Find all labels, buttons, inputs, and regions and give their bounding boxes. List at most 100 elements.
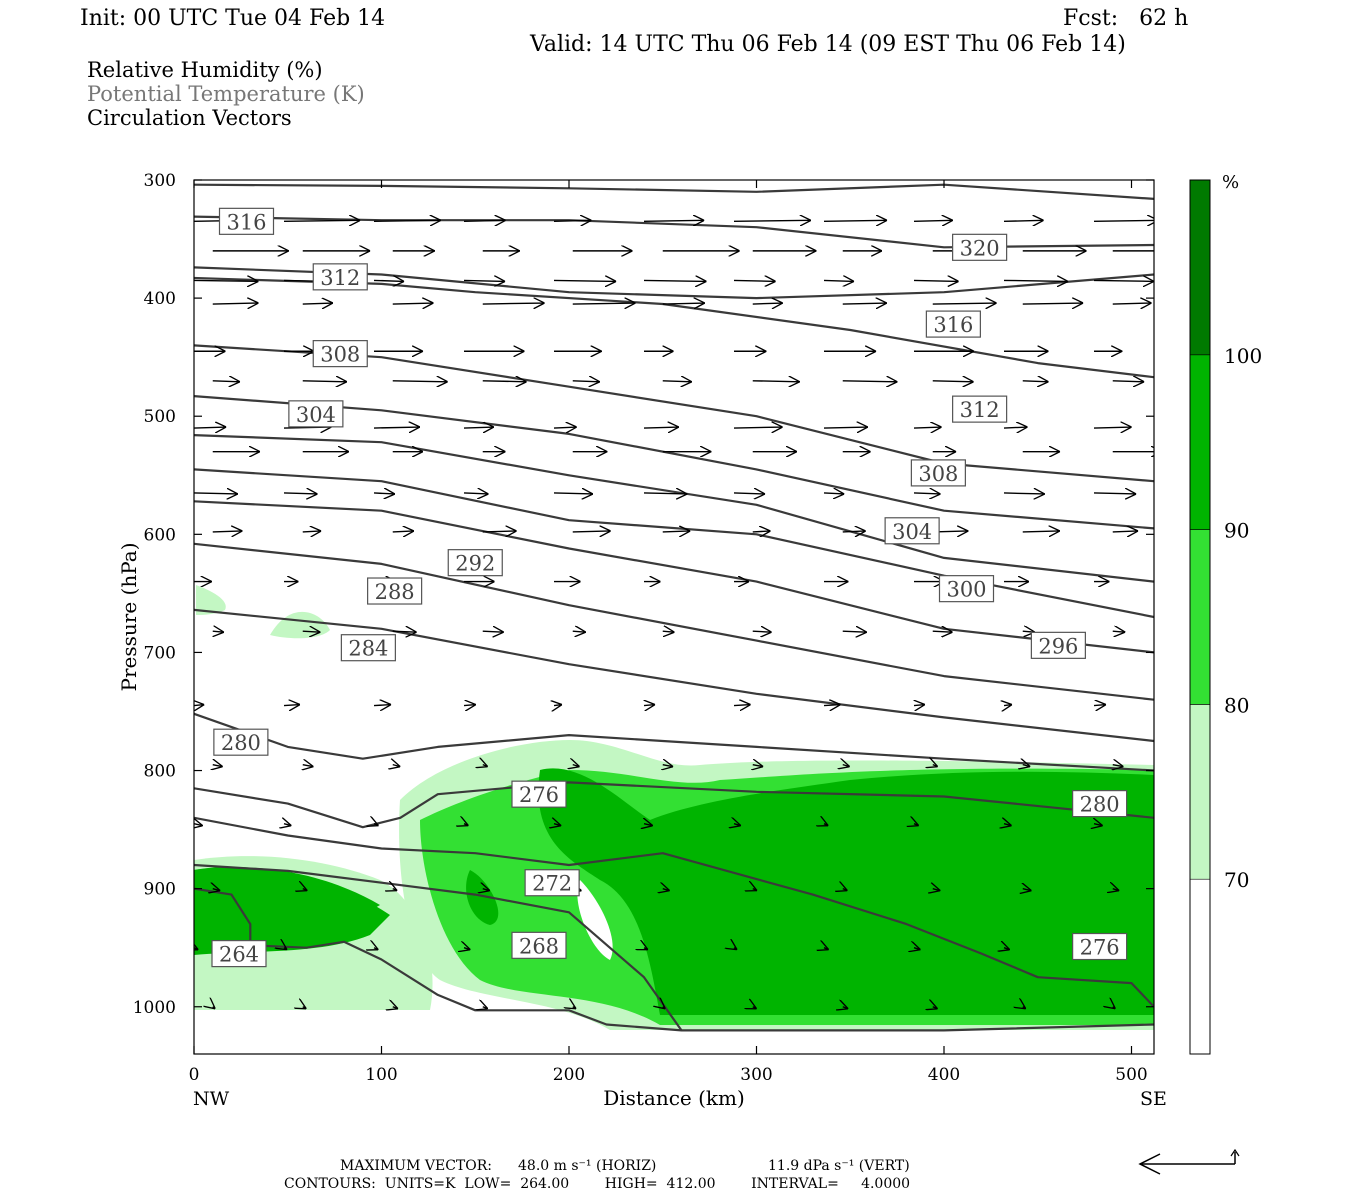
circulation-vector — [1093, 280, 1154, 281]
x-tick-label: 400 — [928, 1065, 960, 1085]
contour-labels: 316 312 308 304 292 288 284 280 276 272 268 264 320 3… — [211, 207, 1128, 968]
contour-label-text: 304 — [296, 403, 336, 427]
circulation-vector — [663, 1007, 666, 1009]
circulation-vector — [1112, 631, 1125, 632]
x-tick-label: 100 — [365, 1065, 397, 1085]
contour-label: 304 — [884, 517, 940, 545]
y-tick-label: 600 — [144, 525, 176, 545]
contour-label: 308 — [910, 459, 966, 487]
circulation-vector — [643, 493, 687, 494]
contour-label-text: 276 — [1080, 936, 1120, 960]
x-tick-label: 0 — [189, 1065, 200, 1085]
circulation-vector — [1003, 220, 1044, 221]
circulation-vector — [842, 531, 866, 532]
circulation-vector — [463, 705, 476, 706]
circulation-vector — [553, 280, 616, 281]
contour-label-text: 284 — [348, 637, 388, 661]
circulation-vector — [843, 765, 850, 767]
circulation-vector — [842, 303, 887, 304]
isentrope-line — [194, 183, 1154, 200]
colorbar-unit: % — [1222, 172, 1239, 193]
contour-label-text: 288 — [375, 580, 415, 604]
circulation-vector — [572, 381, 600, 382]
isentrope-line — [194, 500, 1154, 654]
circulation-vector — [1022, 531, 1060, 532]
circulation-vector — [753, 889, 757, 891]
relative-humidity-shading — [194, 585, 1154, 1030]
contour-label: 264 — [211, 940, 267, 968]
circulation-vector — [1003, 427, 1028, 428]
circulation-vector — [303, 889, 308, 891]
contour-label: 316 — [925, 310, 981, 338]
x-tick-label: 200 — [553, 1065, 585, 1085]
max-vector-vert: 11.9 dPa s⁻¹ (VERT) — [768, 1158, 910, 1174]
circulation-vector — [1094, 824, 1103, 826]
circulation-vector — [662, 303, 705, 304]
circulation-vector — [823, 705, 841, 706]
circulation-vector — [194, 824, 203, 826]
circulation-vector — [213, 889, 220, 891]
circulation-vector — [213, 1007, 216, 1009]
circulation-vector — [464, 824, 468, 826]
circulation-vector — [913, 280, 959, 281]
isentrope-line — [194, 608, 1154, 743]
circulation-vector — [373, 493, 395, 494]
circulation-vector — [733, 493, 765, 494]
circulation-vector — [1004, 824, 1012, 826]
isentrope-line — [194, 542, 1154, 701]
circulation-vector — [482, 303, 545, 304]
y-tick-label: 500 — [144, 407, 176, 427]
circulation-vector — [1093, 220, 1154, 221]
x-right-end-label: SE — [1140, 1088, 1167, 1110]
circulation-vector — [573, 1007, 576, 1009]
contour-label-text: 316 — [226, 210, 266, 234]
circulation-vector — [753, 1007, 757, 1009]
circulation-vector — [572, 303, 636, 304]
isentrope-line — [194, 816, 1154, 1008]
contour-label: 276 — [511, 780, 567, 808]
init-time: Init: 00 UTC Tue 04 Feb 14 — [80, 6, 386, 31]
circulation-vector — [644, 948, 648, 950]
circulation-vector — [914, 948, 921, 950]
circulation-vector — [824, 948, 829, 950]
y-tick-label: 300 — [144, 171, 176, 191]
circulation-vector — [1003, 493, 1045, 494]
circulation-vector — [374, 948, 378, 950]
circulation-vector — [374, 824, 379, 826]
circulation-vector — [302, 303, 333, 304]
circulation-vector — [553, 493, 593, 494]
contour-label-text: 292 — [455, 552, 495, 576]
colorbar-segment — [1189, 354, 1211, 530]
contour-label-text: 296 — [1038, 634, 1078, 658]
contour-label: 312 — [952, 395, 1008, 423]
circulation-vector — [1093, 493, 1136, 494]
colorbar-label: 70 — [1224, 868, 1249, 892]
legend-vectors: Circulation Vectors — [87, 106, 292, 130]
contour-label-text: 300 — [946, 578, 986, 602]
circulation-vector — [733, 427, 783, 428]
circulation-vector — [212, 303, 259, 304]
circulation-vector — [663, 765, 673, 767]
circulation-vector — [644, 824, 653, 826]
isentrope-line — [194, 863, 683, 1032]
circulation-vector — [932, 303, 997, 304]
circulation-vector — [823, 220, 887, 221]
circulation-vector — [194, 280, 258, 281]
circulation-vector — [843, 889, 848, 891]
circulation-vector — [373, 220, 441, 221]
y-axis-label: Pressure (hPa) — [117, 543, 141, 692]
circulation-vector — [1023, 889, 1032, 891]
circulation-vector — [194, 493, 238, 494]
circulation-vector — [303, 765, 314, 767]
circulation-vector — [1004, 705, 1012, 706]
circulation-vector — [393, 765, 401, 767]
circulation-vector — [194, 948, 198, 950]
circulation-vector — [914, 824, 919, 826]
contour-label: 280 — [213, 728, 269, 756]
circulation-vector — [213, 765, 223, 767]
circulation-vector — [212, 381, 240, 382]
valid-time: Valid: 14 UTC Thu 06 Feb 14 (09 EST Thu … — [530, 32, 1126, 57]
circulation-vector — [824, 824, 828, 826]
colorbar: 70 80 90 100% — [1189, 172, 1262, 1055]
